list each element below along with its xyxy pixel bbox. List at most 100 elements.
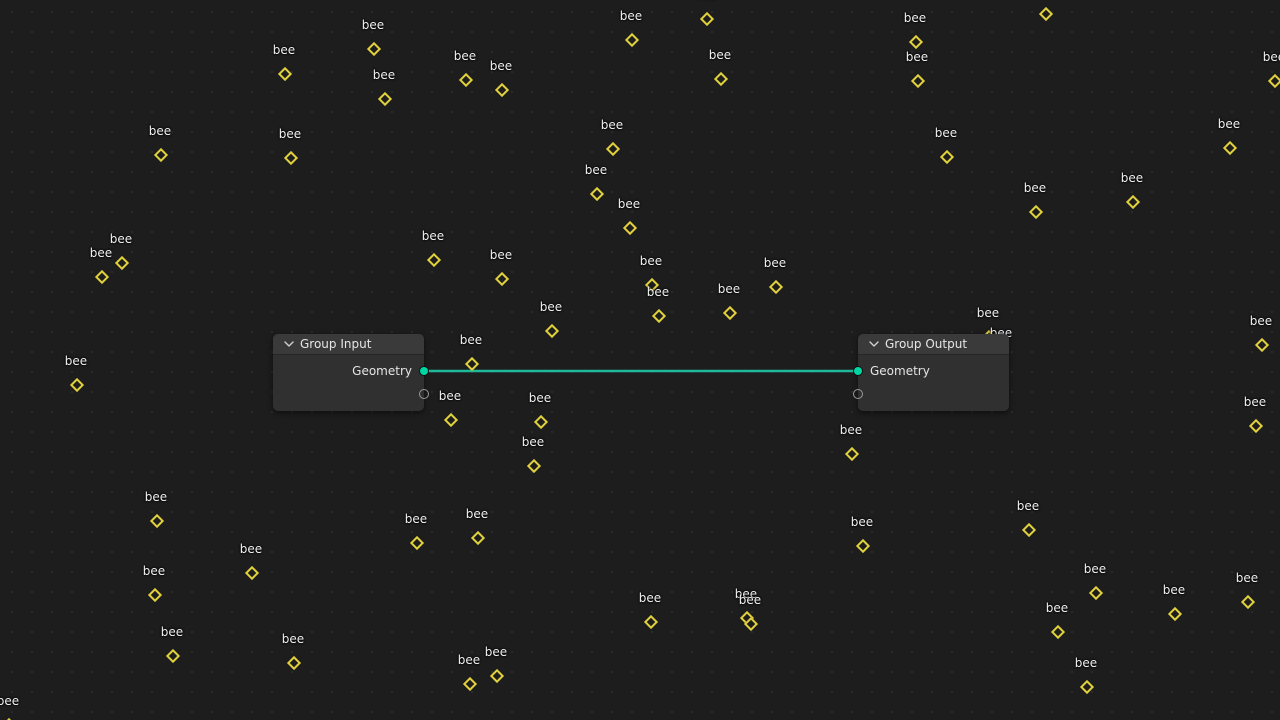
empty-diamond-icon[interactable] xyxy=(1254,337,1270,353)
empty-diamond-icon[interactable] xyxy=(277,66,293,82)
bee-object[interactable]: bee xyxy=(611,9,651,49)
empty-diamond-icon[interactable] xyxy=(622,220,638,236)
bee-object[interactable]: bee xyxy=(1154,583,1194,623)
empty-diamond-icon[interactable] xyxy=(605,141,621,157)
bee-object[interactable]: bee xyxy=(968,306,1008,346)
empty-diamond-icon[interactable] xyxy=(1088,585,1104,601)
bee-object[interactable]: bee xyxy=(897,50,937,90)
group-output-node[interactable]: Group Output Geometry xyxy=(853,334,1009,411)
empty-diamond-icon[interactable] xyxy=(1267,73,1280,89)
bee-object[interactable]: bee xyxy=(231,542,271,582)
bee-object[interactable]: bee xyxy=(1227,571,1267,611)
empty-diamond-icon[interactable] xyxy=(651,308,667,324)
bee-object[interactable]: bee xyxy=(1235,395,1275,435)
bee-object[interactable]: bee xyxy=(1075,562,1115,602)
empty-diamond-icon[interactable] xyxy=(1021,522,1037,538)
empty-diamond-icon[interactable] xyxy=(939,149,955,165)
empty-diamond-icon[interactable] xyxy=(458,72,474,88)
empty-diamond-icon[interactable] xyxy=(443,412,459,428)
bee-object[interactable]: bee xyxy=(140,124,180,164)
bee-object[interactable]: bee xyxy=(926,126,966,166)
empty-diamond-icon[interactable] xyxy=(165,648,181,664)
empty-diamond-icon[interactable] xyxy=(462,676,478,692)
bee-object[interactable]: bee xyxy=(136,490,176,530)
empty-diamond-icon[interactable] xyxy=(149,513,165,529)
empty-diamond-icon[interactable] xyxy=(1038,6,1054,22)
bee-object[interactable]: bee xyxy=(1241,314,1280,354)
empty-diamond-icon[interactable] xyxy=(377,91,393,107)
empty-diamond-icon[interactable] xyxy=(147,587,163,603)
bee-object[interactable]: bee xyxy=(631,254,671,294)
empty-diamond-icon[interactable] xyxy=(470,530,486,546)
empty-diamond-icon[interactable] xyxy=(1248,418,1264,434)
bee-object[interactable]: bee xyxy=(755,256,795,296)
empty-diamond-icon[interactable] xyxy=(544,323,560,339)
bee-object[interactable]: bee xyxy=(445,49,485,89)
empty-diamond-icon[interactable] xyxy=(69,377,85,393)
empty-diamond-icon[interactable] xyxy=(643,614,659,630)
empty-diamond-icon[interactable] xyxy=(589,186,605,202)
empty-diamond-icon[interactable] xyxy=(1079,679,1095,695)
empty-diamond-icon[interactable] xyxy=(494,82,510,98)
empty-diamond-icon[interactable] xyxy=(844,446,860,462)
bee-object[interactable]: bee xyxy=(270,127,310,167)
bee-object[interactable]: bee xyxy=(364,68,404,108)
bee-object[interactable]: bee xyxy=(592,118,632,158)
bee-object[interactable]: bee xyxy=(1037,601,1077,641)
bee-object[interactable]: bee xyxy=(895,11,935,51)
bee-object[interactable]: bee xyxy=(0,694,28,720)
bee-object[interactable]: bee xyxy=(709,282,749,322)
bee-object[interactable]: bee xyxy=(264,43,304,83)
empty-diamond-icon[interactable] xyxy=(1050,624,1066,640)
empty-diamond-icon[interactable] xyxy=(743,616,759,632)
bee-object[interactable]: bee xyxy=(56,354,96,394)
empty-diamond-icon[interactable] xyxy=(283,150,299,166)
group-input-header[interactable]: Group Input xyxy=(273,334,424,355)
bee-object[interactable]: bee xyxy=(831,423,871,463)
bee-object[interactable]: bee xyxy=(726,587,766,627)
bee-object[interactable]: bee xyxy=(1112,171,1152,211)
group-output-geometry-socket[interactable] xyxy=(853,366,863,376)
bee-object[interactable]: bee xyxy=(686,0,726,28)
bee-object[interactable]: bee xyxy=(531,300,571,340)
bee-object[interactable]: bee xyxy=(1008,499,1048,539)
bee-object[interactable]: bee xyxy=(700,48,740,88)
empty-diamond-icon[interactable] xyxy=(624,32,640,48)
empty-diamond-icon[interactable] xyxy=(1222,140,1238,156)
empty-diamond-icon[interactable] xyxy=(855,538,871,554)
bee-object[interactable]: bee xyxy=(481,59,521,99)
empty-diamond-icon[interactable] xyxy=(286,655,302,671)
bee-object[interactable]: bee xyxy=(513,435,553,475)
empty-diamond-icon[interactable] xyxy=(1240,594,1256,610)
chevron-down-icon[interactable] xyxy=(868,338,880,350)
empty-diamond-icon[interactable] xyxy=(722,305,738,321)
empty-diamond-icon[interactable] xyxy=(244,565,260,581)
bee-object[interactable]: bee xyxy=(152,625,192,665)
group-input-geometry-socket[interactable] xyxy=(419,366,429,376)
chevron-down-icon[interactable] xyxy=(283,338,295,350)
group-output-empty-socket[interactable] xyxy=(853,389,863,399)
bee-object[interactable]: bee xyxy=(449,653,489,693)
empty-diamond-icon[interactable] xyxy=(489,668,505,684)
bee-object[interactable]: bee xyxy=(81,246,121,286)
bee-object[interactable]: bee xyxy=(1066,656,1106,696)
bee-object[interactable]: bee xyxy=(1025,0,1065,23)
empty-diamond-icon[interactable] xyxy=(526,458,542,474)
empty-diamond-icon[interactable] xyxy=(768,279,784,295)
bee-object[interactable]: bee xyxy=(630,591,670,631)
empty-diamond-icon[interactable] xyxy=(153,147,169,163)
bee-object[interactable]: bee xyxy=(520,391,560,431)
empty-diamond-icon[interactable] xyxy=(464,356,480,372)
empty-diamond-icon[interactable] xyxy=(426,252,442,268)
bee-object[interactable]: bee xyxy=(413,229,453,269)
empty-diamond-icon[interactable] xyxy=(713,71,729,87)
empty-diamond-icon[interactable] xyxy=(409,535,425,551)
bee-object[interactable]: bee xyxy=(842,515,882,555)
empty-diamond-icon[interactable] xyxy=(908,34,924,50)
bee-object[interactable]: bee xyxy=(353,18,393,58)
bee-object[interactable]: bee xyxy=(638,285,678,325)
group-output-header[interactable]: Group Output xyxy=(858,334,1009,355)
empty-diamond-icon[interactable] xyxy=(366,41,382,57)
bee-object[interactable]: bee xyxy=(396,512,436,552)
